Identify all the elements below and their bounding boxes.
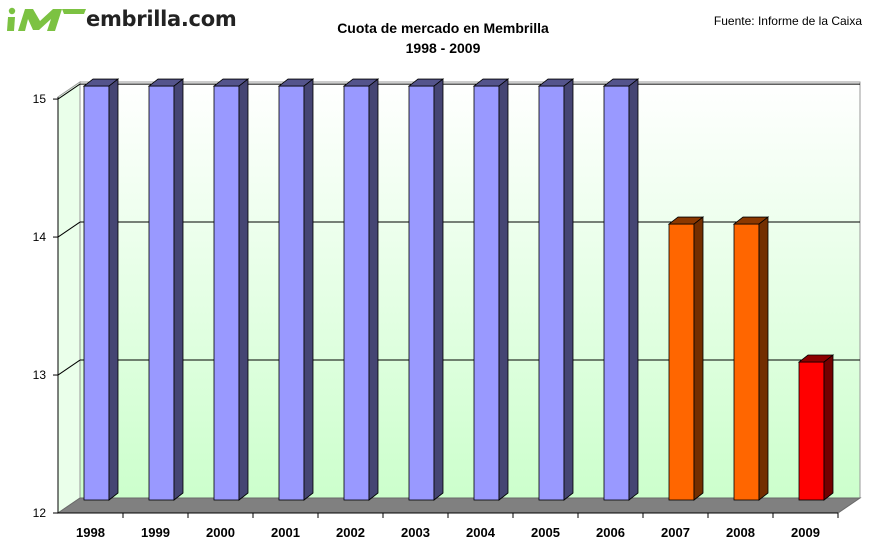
bar-side	[368, 78, 379, 501]
x-tick-label: 2008	[726, 525, 755, 540]
x-tick-label: 2009	[791, 525, 820, 540]
gridline-side	[57, 359, 81, 376]
bar-2005	[537, 78, 575, 501]
bar-2008	[732, 216, 770, 501]
bar-side	[693, 216, 704, 501]
bar-2006	[602, 78, 640, 501]
x-tick-label: 2005	[531, 525, 560, 540]
bar-side	[238, 78, 249, 501]
x-tick-label: 2004	[466, 525, 496, 540]
membrilla-logo-icon	[7, 7, 86, 31]
bar-front	[473, 85, 500, 501]
bar-front	[83, 85, 110, 501]
site-logo[interactable]: embrilla.com	[6, 6, 237, 32]
bar-1998	[82, 78, 120, 501]
bar-2002	[342, 78, 380, 501]
x-tick-label: 2007	[661, 525, 690, 540]
x-tick-label: 2000	[206, 525, 235, 540]
logo-text: embrilla.com	[86, 7, 237, 31]
chart-title-block: Cuota de mercado en Membrilla 1998 - 200…	[0, 18, 886, 58]
gridline-side	[57, 83, 81, 100]
bar-front	[213, 85, 240, 501]
x-tick-label: 1998	[76, 525, 105, 540]
y-tick-label: 15	[33, 92, 47, 106]
plot-side-wall	[57, 81, 81, 514]
bar-side	[108, 78, 119, 501]
y-tick-label: 12	[33, 506, 47, 520]
bar-front	[733, 223, 760, 501]
bar-side	[823, 354, 834, 501]
bar-side	[173, 78, 184, 501]
bar-front	[278, 85, 305, 501]
chart-source-note: Fuente: Informe de la Caixa	[713, 14, 862, 28]
x-tick-label: 2006	[596, 525, 625, 540]
bar-2004	[472, 78, 510, 501]
bar-2003	[407, 78, 445, 501]
bar-2007	[667, 216, 705, 501]
bar-side	[563, 78, 574, 501]
bar-side	[303, 78, 314, 501]
bar-front	[343, 85, 370, 501]
y-tick-label: 13	[33, 368, 47, 382]
x-tick-label: 2003	[401, 525, 430, 540]
y-tick-label: 14	[33, 230, 47, 244]
bar-2009	[797, 354, 835, 501]
bar-front	[798, 361, 825, 501]
plot-background	[79, 81, 861, 499]
bar-front	[148, 85, 175, 501]
bar-2001	[277, 78, 315, 501]
x-tick-label: 2001	[271, 525, 300, 540]
bar-2000	[212, 78, 250, 501]
x-tick-label: 1999	[141, 525, 170, 540]
bar-side	[628, 78, 639, 501]
gridline-side	[57, 221, 81, 238]
bar-1999	[147, 78, 185, 501]
x-tick-label: 2002	[336, 525, 365, 540]
bar-front	[668, 223, 695, 501]
bar-side	[758, 216, 769, 501]
bar-side	[498, 78, 509, 501]
bar-front	[538, 85, 565, 501]
bar-side	[433, 78, 444, 501]
chart-title: Cuota de mercado en Membrilla	[337, 20, 549, 36]
chart-subtitle: 1998 - 2009	[405, 40, 481, 56]
bar-front	[408, 85, 435, 501]
bar-front	[603, 85, 630, 501]
